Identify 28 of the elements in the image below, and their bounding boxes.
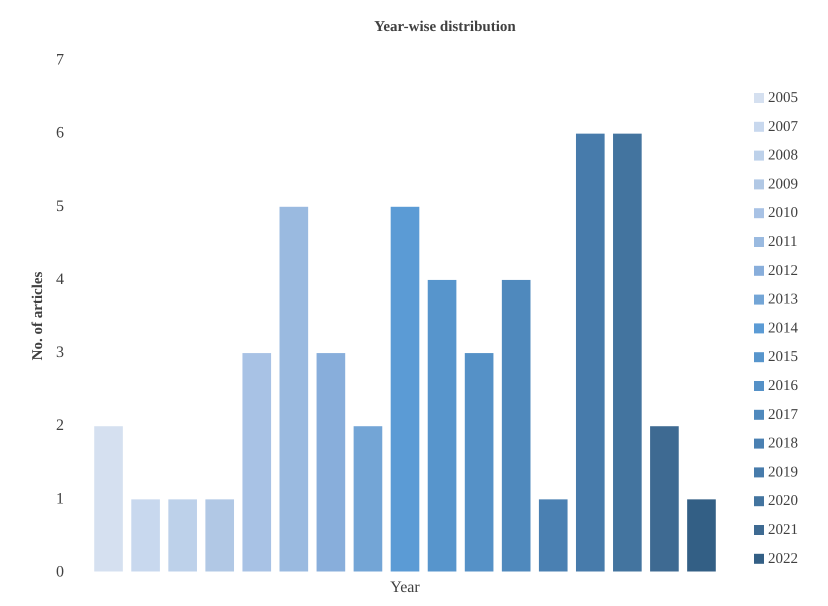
legend-label: 2020 [768, 493, 798, 510]
legend-label: 2019 [768, 464, 798, 480]
legend-label: 2011 [768, 234, 798, 250]
y-tick-label: 5 [56, 198, 64, 215]
legend-label: 2013 [768, 292, 798, 308]
legend-label: 2018 [768, 436, 798, 452]
y-axis-title: No. of articles [30, 271, 46, 360]
legend-label: 2022 [768, 550, 798, 567]
legend-label: 2015 [768, 349, 798, 366]
legend-label: 2005 [768, 90, 798, 106]
legend-label: 2017 [768, 406, 798, 423]
x-axis-title: Year [390, 579, 420, 596]
legend-label: 2014 [768, 320, 798, 336]
y-tick-label: 7 [56, 52, 64, 68]
legend-label: 2008 [768, 148, 798, 164]
legend-label: 2021 [768, 522, 798, 538]
legend-label: 2009 [768, 176, 798, 192]
y-tick-label: 2 [56, 417, 64, 434]
legend-label: 2012 [768, 262, 798, 279]
legend-label: 2007 [768, 118, 798, 135]
y-tick-label: 6 [56, 124, 64, 142]
y-tick-label: 1 [56, 490, 64, 508]
chart-title: Year-wise distribution [374, 19, 516, 35]
legend-label: 2010 [768, 205, 798, 222]
y-tick-label: 4 [56, 270, 64, 288]
y-tick-label: 0 [56, 564, 64, 580]
legend-label: 2016 [768, 378, 798, 394]
y-tick-label: 3 [56, 344, 64, 362]
